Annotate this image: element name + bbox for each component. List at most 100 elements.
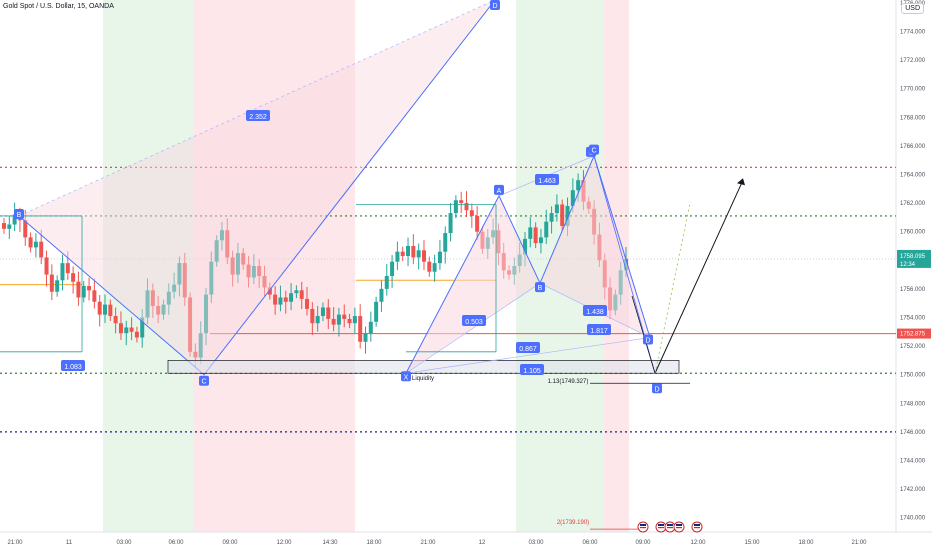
y-tick-label: 1752.000 bbox=[900, 344, 926, 350]
y-tick-label: 1766.000 bbox=[900, 144, 926, 150]
candle-body bbox=[145, 290, 150, 318]
candle-body bbox=[188, 297, 193, 352]
y-tick-label: 1746.000 bbox=[900, 430, 926, 436]
candle-body bbox=[257, 266, 262, 277]
point-marker bbox=[652, 383, 662, 394]
x-tick-label: 21:00 bbox=[420, 540, 436, 546]
point-marker bbox=[535, 282, 545, 293]
ratio-box bbox=[462, 315, 486, 326]
ratio-box bbox=[61, 360, 85, 371]
ratio-label: 1.105 bbox=[523, 368, 541, 375]
point-label: D bbox=[654, 386, 659, 393]
candle-body bbox=[214, 240, 219, 262]
x-tick-label: 09:00 bbox=[222, 540, 238, 546]
x-tick-label: 12 bbox=[479, 540, 486, 546]
candle-body bbox=[421, 250, 426, 262]
candle-body bbox=[65, 263, 70, 274]
point-marker bbox=[199, 375, 209, 386]
candle-body bbox=[342, 314, 347, 319]
y-tick-label: 1774.000 bbox=[900, 29, 926, 35]
point-marker bbox=[643, 334, 653, 345]
ratio-label: 1.438 bbox=[586, 309, 604, 316]
candle-body bbox=[469, 210, 474, 216]
candle-body bbox=[166, 291, 171, 305]
candle-body bbox=[565, 205, 570, 226]
candle-body bbox=[315, 316, 320, 324]
point-marker bbox=[494, 184, 504, 195]
y-tick-label: 1770.000 bbox=[900, 87, 926, 93]
candle-body bbox=[92, 290, 97, 302]
candle-body bbox=[358, 316, 363, 342]
candle-body bbox=[2, 223, 6, 229]
event-flag-icon bbox=[658, 524, 664, 526]
y-tick-label: 1756.000 bbox=[900, 287, 926, 293]
level-badge bbox=[897, 328, 931, 339]
horizontal-levels bbox=[0, 166, 896, 433]
candle-body bbox=[576, 180, 581, 191]
candle-body bbox=[87, 286, 92, 291]
candle-body bbox=[251, 266, 256, 278]
candle-body bbox=[60, 263, 65, 281]
candle-body bbox=[544, 221, 549, 238]
candle-body bbox=[129, 327, 134, 332]
candle-body bbox=[97, 301, 102, 315]
point-marker bbox=[490, 0, 500, 10]
candle-body bbox=[336, 314, 341, 325]
ratio-label: 0.503 bbox=[465, 319, 483, 326]
y-tick-label: 1748.000 bbox=[900, 401, 926, 407]
x-tick-label: 03:00 bbox=[116, 540, 132, 546]
point-label: B bbox=[17, 212, 22, 219]
event-flag-icon bbox=[667, 527, 673, 529]
candle-body bbox=[204, 294, 209, 334]
session-band bbox=[193, 0, 355, 532]
candle-body bbox=[320, 307, 325, 317]
point-label: C bbox=[201, 379, 206, 386]
candle-body bbox=[475, 215, 480, 232]
event-flag-icon bbox=[676, 524, 682, 526]
y-tick-label: 1760.000 bbox=[900, 230, 926, 236]
y-tick-label: 1764.000 bbox=[900, 172, 926, 178]
y-tick-label: 1768.000 bbox=[900, 115, 926, 121]
x-tick-label: 11 bbox=[66, 540, 73, 546]
candle-body bbox=[246, 264, 251, 278]
ratio-box bbox=[520, 364, 544, 375]
projection-line bbox=[631, 295, 656, 374]
pattern-fill bbox=[19, 0, 495, 375]
pattern-fill bbox=[406, 195, 540, 374]
candle-body bbox=[549, 213, 554, 222]
candle-body bbox=[198, 333, 203, 358]
point-label: A bbox=[497, 188, 502, 195]
candle-body bbox=[81, 286, 86, 298]
y-tick-label: 1750.000 bbox=[900, 373, 926, 379]
candle-body bbox=[209, 261, 214, 295]
point-label: C bbox=[591, 148, 596, 155]
arrow-head bbox=[737, 178, 745, 186]
x-tick-label: 06:00 bbox=[582, 540, 598, 546]
ratio-label: 2.352 bbox=[249, 114, 267, 121]
candle-body bbox=[379, 288, 384, 302]
ratio-label: 0.867 bbox=[519, 346, 537, 353]
y-tick-label: 1744.000 bbox=[900, 458, 926, 464]
x-tick-label: 21:00 bbox=[7, 540, 23, 546]
candle-body bbox=[395, 251, 400, 262]
candle-body bbox=[134, 331, 139, 338]
pattern-fill bbox=[540, 155, 650, 338]
candle-body bbox=[193, 351, 198, 358]
pattern-diagonal bbox=[405, 337, 651, 374]
candle-body bbox=[432, 263, 437, 272]
point-label: D bbox=[492, 3, 497, 10]
y-tick-label: 1772.000 bbox=[900, 58, 926, 64]
projection-line bbox=[654, 202, 691, 374]
ratio-box bbox=[516, 342, 540, 353]
point-label: B bbox=[538, 285, 543, 292]
event-flag-icon bbox=[694, 527, 700, 529]
candle-body bbox=[108, 304, 113, 317]
event-flag-icon bbox=[640, 527, 646, 529]
chart-background bbox=[0, 0, 932, 533]
candle-body bbox=[570, 190, 575, 206]
currency-button[interactable]: USD bbox=[901, 3, 924, 14]
candle-body bbox=[7, 224, 12, 229]
candle-body bbox=[448, 213, 453, 234]
pattern-diagonal bbox=[405, 282, 541, 374]
